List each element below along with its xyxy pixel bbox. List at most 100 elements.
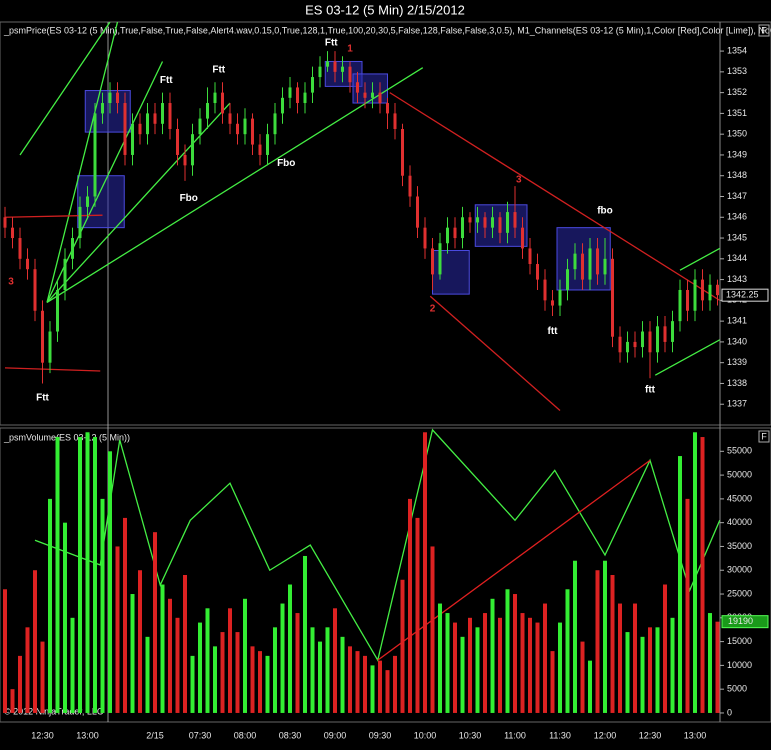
annotation: Fbo — [180, 193, 198, 204]
candle-body — [498, 217, 502, 233]
candle-body — [63, 258, 67, 290]
volume-bar — [198, 622, 202, 713]
panel-button-label[interactable]: F — [761, 25, 767, 35]
volume-bar — [145, 636, 150, 713]
y-tick-label: 40000 — [727, 517, 752, 527]
volume-bar — [700, 437, 705, 713]
y-tick-label: 1348 — [727, 170, 747, 180]
candle-body — [183, 154, 187, 166]
candle-body — [663, 326, 667, 342]
indicator-line — [679, 247, 720, 271]
panel-button[interactable] — [758, 430, 770, 443]
candle-body — [176, 128, 179, 155]
candle-body — [153, 113, 157, 124]
last-volume-box — [721, 615, 769, 629]
volume-bar — [715, 621, 720, 713]
volume-bar — [70, 617, 75, 713]
indicator-line — [429, 295, 561, 411]
volume-indicator-label: _psmVolume(ES 03-12 (5 Min)) — [3, 432, 130, 442]
y-tick-label: 1337 — [727, 399, 747, 409]
volume-bar — [535, 622, 540, 713]
y-tick-label: 1349 — [727, 149, 747, 159]
volume-bar — [430, 546, 435, 713]
volume-bar — [48, 498, 52, 713]
chart-title: ES 03-12 (5 Min) 2/15/2012 — [305, 2, 465, 17]
candle-body — [513, 212, 517, 228]
volume-bar — [445, 613, 450, 713]
candle-body — [11, 227, 14, 239]
annotation: fbo — [597, 206, 613, 217]
y-tick-label: 50000 — [727, 469, 752, 479]
candle-body — [483, 217, 487, 228]
volume-bar — [610, 575, 615, 713]
candle-body — [333, 61, 337, 72]
volume-bar — [55, 437, 60, 713]
volume-bar — [130, 594, 135, 713]
candle-body — [626, 341, 629, 353]
candle-body — [243, 118, 247, 135]
candle-body — [521, 227, 524, 249]
candle-body — [221, 92, 224, 114]
volume-bar — [633, 603, 637, 713]
annotation: Ftt — [212, 64, 225, 75]
annotation: Ftt — [325, 37, 338, 48]
annotation: Fbo — [277, 158, 295, 169]
candle-body — [206, 103, 209, 119]
candle-body — [348, 66, 352, 83]
axes: 1337133813391340134113421343134413451346… — [31, 45, 769, 740]
panel-button[interactable] — [758, 24, 770, 37]
panel-button-label[interactable]: F — [761, 431, 767, 441]
candle-body — [641, 331, 644, 348]
candle-body — [401, 128, 404, 176]
volume-bar — [483, 613, 487, 713]
annotation: 3 — [8, 276, 14, 287]
candle-body — [416, 196, 419, 228]
volume-bar — [363, 655, 367, 713]
volume-bar — [595, 570, 600, 713]
volume-bar — [243, 598, 247, 713]
volume-plot — [3, 428, 720, 713]
volume-bar — [453, 622, 457, 713]
zone — [77, 175, 125, 229]
indicator-line — [4, 367, 101, 372]
x-tick-label: 12:00 — [594, 730, 617, 740]
y-tick-label: 1347 — [727, 191, 747, 201]
volume-bar — [288, 584, 292, 713]
x-tick-label: 2/15 — [146, 730, 164, 740]
candle-body — [146, 113, 149, 135]
volume-bar — [228, 608, 232, 713]
volume-bar — [153, 532, 157, 713]
y-tick-label: 15000 — [727, 636, 752, 646]
x-tick-label: 08:30 — [279, 730, 302, 740]
volume-bar — [265, 655, 270, 713]
last-volume-label: 19190 — [728, 616, 753, 626]
indicator-line — [19, 22, 111, 156]
candle-body — [48, 331, 52, 363]
x-tick-label: 12:30 — [639, 730, 662, 740]
candle-body — [708, 284, 712, 301]
candle-body — [93, 113, 97, 197]
volume-bar — [295, 613, 300, 713]
candle-body — [573, 253, 577, 270]
volume-bar — [100, 498, 105, 713]
candle-body — [116, 92, 119, 104]
last-price-box — [721, 288, 769, 302]
volume-bar — [175, 617, 180, 713]
candle-body — [423, 227, 427, 249]
volume-bar — [580, 641, 585, 713]
y-tick-label: 0 — [727, 707, 732, 717]
volume-bar — [678, 456, 682, 713]
volume-bar — [250, 646, 255, 713]
volume-bar — [505, 589, 510, 713]
candle-body — [198, 118, 202, 135]
price-panel-frame — [0, 21, 771, 426]
volume-bar — [273, 627, 277, 713]
candle-body — [71, 238, 74, 259]
candle-body — [378, 92, 382, 104]
volume-bar — [333, 608, 337, 713]
annotation: 1 — [347, 44, 353, 55]
candle-body — [213, 92, 217, 104]
volume-bar — [393, 655, 397, 713]
candle-body — [258, 144, 262, 155]
